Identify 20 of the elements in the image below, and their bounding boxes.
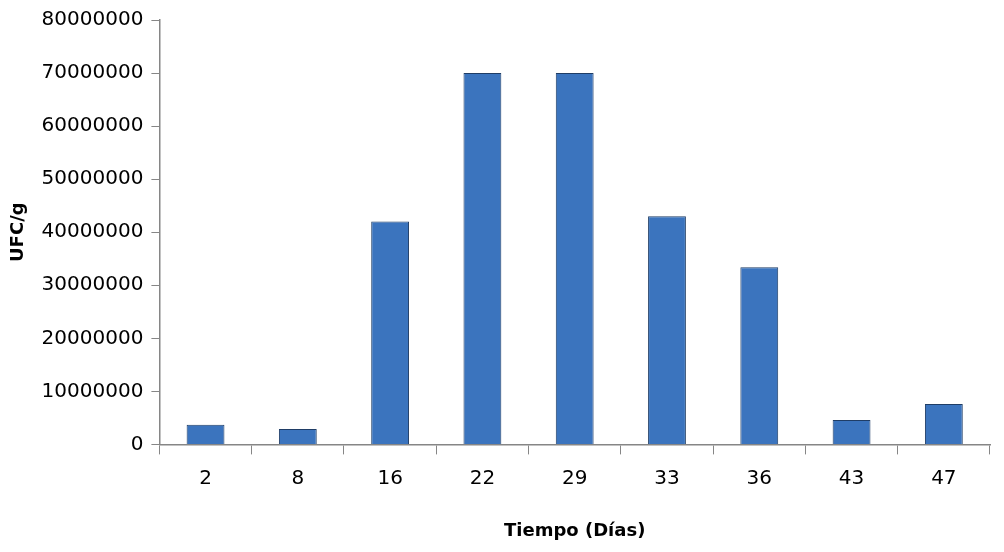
- x-tick-label: 47: [931, 464, 957, 489]
- y-tick-label: 10000000: [41, 377, 144, 402]
- y-tick-label: 70000000: [41, 59, 144, 84]
- x-tick-label: 29: [561, 464, 588, 489]
- y-tick-label: 20000000: [41, 324, 144, 349]
- x-tick-label: 43: [838, 464, 865, 489]
- x-tick-label: 22: [469, 464, 496, 489]
- x-tick-label: 2: [199, 464, 212, 489]
- y-tick-label: 40000000: [41, 218, 144, 243]
- y-tick-label: 50000000: [41, 165, 144, 190]
- y-axis-title: UFC/g: [6, 202, 28, 262]
- y-tick-label: 30000000: [41, 271, 144, 296]
- y-tick-label: 0: [130, 430, 144, 455]
- y-tick-label: 60000000: [41, 112, 144, 137]
- x-tick-label: 36: [746, 464, 772, 489]
- x-tick-label: 8: [291, 464, 305, 489]
- x-axis-title: Tiempo (Días): [504, 518, 646, 540]
- x-tick-label: 16: [377, 464, 403, 489]
- y-tick-label: 80000000: [41, 6, 144, 31]
- x-tick-label: 33: [654, 464, 680, 489]
